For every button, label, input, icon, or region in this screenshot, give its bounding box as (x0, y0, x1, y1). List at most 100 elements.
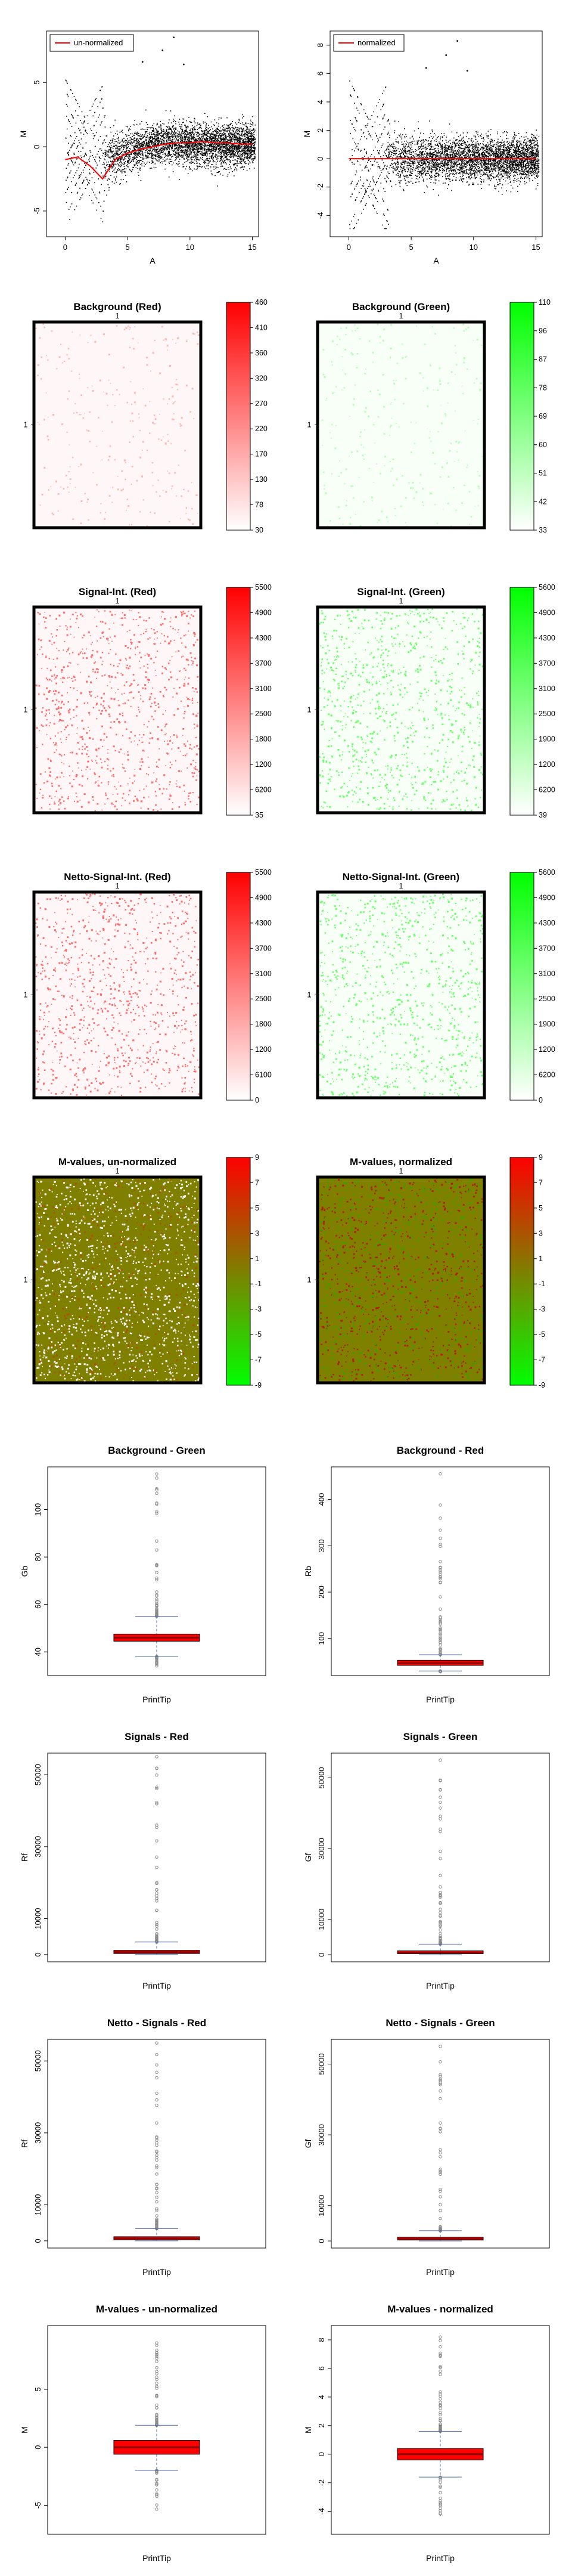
outlier-point (155, 1937, 158, 1941)
y-tick-label: 8 (317, 2337, 326, 2342)
colorbar-tick-label: 7 (255, 1178, 259, 1187)
row-label: 1 (307, 990, 311, 999)
plot-title: Netto - Signals - Red (107, 2017, 206, 2029)
outlier-point (439, 2485, 442, 2489)
outlier-point (155, 2150, 158, 2154)
outlier-point (439, 2148, 442, 2151)
outlier-point (439, 1639, 442, 1642)
outlier-point (155, 2166, 158, 2169)
outlier-point (439, 2407, 442, 2410)
colorbar-tick-label: 7 (539, 1178, 543, 1187)
outlier-point (155, 2214, 158, 2218)
colorbar-tick-label: 87 (539, 355, 547, 364)
outlier-point (439, 2484, 442, 2488)
outlier-point (439, 1627, 442, 1631)
y-tick-label: 8 (316, 43, 325, 47)
outlier-point (439, 1891, 442, 1894)
y-tick-label: -5 (32, 208, 41, 215)
outlier-point (439, 2209, 442, 2212)
outlier-point (155, 1576, 158, 1580)
y-tick-label: 10000 (33, 1908, 42, 1930)
colorbar-tick-label: 1800 (255, 1020, 272, 1029)
colorbar-tick-label: 0 (539, 1096, 543, 1104)
colorbar-tick-label: 6200 (539, 786, 555, 794)
outlier-point (155, 2352, 158, 2357)
legend-label: un-normalized (74, 38, 123, 47)
y-tick-label: 50000 (317, 1767, 326, 1788)
outlier-point (155, 2121, 158, 2125)
outlier-point (439, 2080, 442, 2084)
y-tick-label: 0 (317, 2452, 326, 2456)
plot-frame (331, 2039, 550, 2249)
scatter-point (445, 54, 447, 56)
outlier-point (155, 2076, 158, 2080)
outlier-point (439, 2089, 442, 2093)
outlier-point (439, 2225, 442, 2229)
boxplot-2: Signals - Red 0 10000 30000 50000 PrintTip Rf (20, 1731, 266, 1990)
outlier-point (439, 1648, 442, 1652)
colorbar-tick-label: 360 (255, 349, 268, 357)
outlier-point (439, 2172, 442, 2176)
y-tick-label: 50000 (33, 2050, 42, 2072)
outlier-point (155, 1935, 158, 1939)
outlier-point (155, 2394, 158, 2397)
x-tick-label: 10 (186, 243, 194, 252)
colorbar-tick-label: -1 (539, 1280, 545, 1288)
outlier-point (439, 1616, 442, 1620)
outlier-point (439, 2351, 442, 2355)
plot-frame (329, 30, 543, 237)
y-tick-label: -2 (317, 2479, 326, 2487)
outlier-point (439, 1570, 442, 1574)
colorbar-tick-label: 2500 (539, 710, 555, 718)
colorbar-tick-label: 4900 (255, 608, 272, 617)
outlier-point (439, 1902, 442, 1905)
outlier-point (155, 1512, 158, 1515)
y-axis-label: Rf (20, 1853, 29, 1862)
outlier-point (155, 1548, 158, 1552)
image-background (34, 892, 201, 1098)
top-label: 1 (399, 597, 403, 605)
y-tick-label: -4 (316, 212, 325, 219)
outlier-point (155, 1597, 158, 1601)
outlier-point (439, 1936, 442, 1940)
outliers (439, 2045, 442, 2233)
outlier-point (439, 2366, 442, 2370)
y-axis-label: Rf (20, 2140, 29, 2148)
outlier-point (155, 2091, 158, 2095)
outlier-point (155, 1491, 158, 1495)
outlier-point (155, 2376, 158, 2379)
colorbar-tick-label: 4900 (539, 608, 555, 617)
colorbar-tick-label: 78 (539, 383, 547, 392)
outlier-point (439, 1800, 442, 1804)
colorbar-tick-label: 1900 (539, 735, 555, 744)
outlier-point (439, 2045, 442, 2048)
scatter-point (182, 63, 185, 66)
scatter-point-cloud (65, 79, 256, 222)
outliers (439, 1472, 442, 1674)
outlier-point (155, 2507, 158, 2511)
outlier-point (439, 2121, 442, 2125)
colorbar-tick-label: 2500 (539, 995, 555, 1003)
outlier-point (439, 2397, 442, 2401)
y-tick-label: 4 (317, 2395, 326, 2399)
outlier-point (439, 1607, 442, 1611)
colorbar-tick-label: 1200 (539, 1045, 555, 1054)
scatter-point (466, 70, 468, 72)
outlier-point (439, 1938, 442, 1942)
colorbar-tick-label: -7 (255, 1356, 262, 1364)
plot-frame (47, 1753, 266, 1962)
colorbar-tick-label: 3100 (255, 970, 272, 978)
outlier-point (155, 2196, 158, 2199)
outlier-point (155, 2492, 158, 2496)
outlier-point (155, 1909, 158, 1912)
outlier-point (439, 2354, 442, 2358)
image-frame (316, 605, 486, 815)
top-label: 1 (399, 882, 403, 890)
image-frame (316, 1175, 486, 1385)
outlier-point (155, 1773, 158, 1777)
outlier-point (155, 1927, 158, 1931)
colorbar-tick-label: -7 (539, 1356, 545, 1364)
outlier-point (439, 1908, 442, 1911)
row-label: 1 (23, 990, 27, 999)
y-tick-label: 6 (316, 72, 325, 76)
